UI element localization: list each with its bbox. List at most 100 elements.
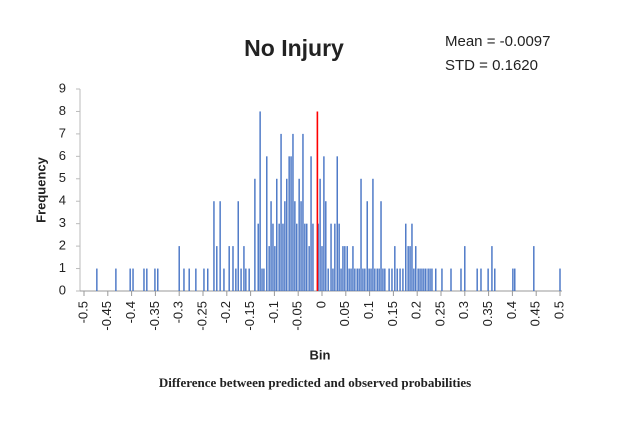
bar — [223, 268, 225, 291]
x-tick-label: -0.15 — [242, 301, 257, 331]
x-tick-label: 0.3 — [456, 301, 471, 319]
bar — [183, 268, 185, 291]
bar — [270, 201, 272, 291]
bar — [419, 268, 421, 291]
bar — [441, 268, 443, 291]
bar — [195, 268, 197, 291]
bar — [429, 268, 431, 291]
x-tick-label: -0.05 — [290, 301, 305, 331]
bar — [292, 133, 294, 291]
bar — [132, 268, 134, 291]
y-tick-label: 5 — [59, 170, 66, 185]
bar — [207, 268, 209, 291]
bar — [494, 268, 496, 291]
bar — [268, 246, 270, 291]
bar — [248, 268, 250, 291]
bar — [514, 268, 516, 291]
bar — [399, 268, 401, 291]
x-tick-label: 0.35 — [480, 301, 495, 326]
bar — [384, 268, 386, 291]
bar — [435, 268, 437, 291]
bar — [411, 223, 413, 291]
bar — [96, 268, 98, 291]
bar — [274, 246, 276, 291]
bar — [154, 268, 156, 291]
bar — [417, 268, 419, 291]
bar — [427, 268, 429, 291]
bar — [319, 178, 321, 291]
x-tick-label: 0.25 — [432, 301, 447, 326]
y-axis-label: Frequency — [33, 156, 48, 223]
x-tick-label: 0 — [313, 301, 328, 308]
bar — [178, 246, 180, 291]
bar — [512, 268, 514, 291]
bar — [282, 223, 284, 291]
x-tick-label: 0.2 — [409, 301, 424, 319]
bar — [325, 201, 327, 291]
bar — [450, 268, 452, 291]
bar — [290, 156, 292, 291]
bar — [352, 246, 354, 291]
bar — [254, 178, 256, 291]
bar — [423, 268, 425, 291]
bar — [237, 201, 239, 291]
bar — [415, 246, 417, 291]
bar — [330, 223, 332, 291]
bar — [243, 246, 245, 291]
x-tick-label: 0.45 — [528, 301, 543, 326]
bar — [409, 246, 411, 291]
bar — [480, 268, 482, 291]
bar — [286, 178, 288, 291]
bar — [382, 268, 384, 291]
bar — [405, 223, 407, 291]
bar — [276, 178, 278, 291]
bar — [203, 268, 205, 291]
bar — [146, 268, 148, 291]
y-tick-label: 9 — [59, 80, 66, 95]
bar — [157, 268, 159, 291]
bar — [306, 223, 308, 291]
bar — [143, 268, 145, 291]
bar — [388, 268, 390, 291]
bar — [317, 223, 319, 291]
x-tick-label: -0.35 — [147, 301, 162, 331]
x-tick-label: -0.4 — [123, 301, 138, 323]
bar — [354, 268, 356, 291]
x-tick-label: 0.15 — [385, 301, 400, 326]
y-tick-label: 1 — [59, 260, 66, 275]
bar — [327, 268, 329, 291]
bar — [396, 268, 398, 291]
bar — [294, 201, 296, 291]
bar — [559, 268, 561, 291]
bar — [302, 133, 304, 291]
bar — [266, 156, 268, 291]
bar — [374, 268, 376, 291]
bar — [216, 246, 218, 291]
bar — [259, 111, 261, 291]
bar — [368, 268, 370, 291]
bar — [364, 268, 366, 291]
x-axis-label: Bin — [310, 347, 331, 362]
bar — [257, 223, 259, 291]
bar — [261, 268, 263, 291]
annotation: Mean = -0.0097 — [445, 33, 551, 50]
y-tick-label: 8 — [59, 103, 66, 118]
bar — [304, 223, 306, 291]
bar — [340, 268, 342, 291]
y-tick-label: 2 — [59, 238, 66, 253]
x-tick-label: -0.25 — [194, 301, 209, 331]
bar — [378, 268, 380, 291]
bar — [336, 156, 338, 291]
bar — [240, 268, 242, 291]
chart-title: No Injury — [244, 35, 344, 61]
bar — [344, 246, 346, 291]
bar — [300, 201, 302, 291]
bar — [431, 268, 433, 291]
bar — [188, 268, 190, 291]
bar — [342, 246, 344, 291]
bar — [460, 268, 462, 291]
x-tick-label: -0.2 — [218, 301, 233, 323]
bar — [278, 223, 280, 291]
bar — [394, 246, 396, 291]
